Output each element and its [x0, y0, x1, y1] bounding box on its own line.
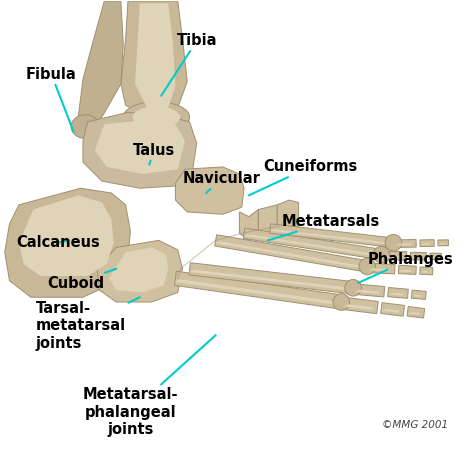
Polygon shape	[270, 224, 394, 248]
Polygon shape	[355, 284, 385, 297]
Polygon shape	[410, 256, 421, 258]
Polygon shape	[388, 293, 403, 296]
Polygon shape	[381, 303, 404, 316]
Polygon shape	[121, 1, 187, 115]
Polygon shape	[355, 290, 380, 294]
Polygon shape	[395, 244, 411, 246]
Ellipse shape	[133, 107, 180, 128]
Polygon shape	[175, 279, 337, 305]
Text: Phalanges: Phalanges	[358, 252, 453, 283]
Polygon shape	[419, 267, 433, 275]
Polygon shape	[420, 271, 428, 273]
Ellipse shape	[385, 235, 401, 251]
Polygon shape	[420, 243, 429, 245]
Polygon shape	[381, 309, 399, 313]
Polygon shape	[244, 234, 377, 257]
Text: ©MMG 2001: ©MMG 2001	[382, 420, 448, 430]
Polygon shape	[420, 239, 434, 247]
Polygon shape	[369, 268, 390, 271]
Polygon shape	[388, 288, 408, 298]
Polygon shape	[343, 298, 378, 314]
Polygon shape	[5, 188, 130, 297]
Ellipse shape	[359, 258, 375, 275]
Polygon shape	[243, 228, 383, 260]
Polygon shape	[383, 256, 402, 258]
Polygon shape	[277, 200, 299, 231]
Polygon shape	[438, 243, 444, 244]
Polygon shape	[189, 263, 354, 294]
Polygon shape	[407, 312, 419, 315]
Text: Metatarsal-
phalangeal
joints: Metatarsal- phalangeal joints	[82, 335, 216, 437]
Polygon shape	[398, 265, 416, 275]
Polygon shape	[215, 235, 368, 272]
Polygon shape	[19, 195, 114, 276]
Polygon shape	[343, 304, 373, 310]
Polygon shape	[258, 205, 277, 236]
Polygon shape	[430, 257, 437, 258]
Polygon shape	[97, 240, 182, 302]
Polygon shape	[368, 263, 395, 274]
Polygon shape	[78, 1, 123, 124]
Polygon shape	[189, 270, 348, 290]
Polygon shape	[411, 295, 421, 297]
Polygon shape	[383, 251, 407, 260]
Polygon shape	[430, 253, 441, 260]
Text: Tibia: Tibia	[161, 33, 217, 96]
Polygon shape	[215, 241, 363, 268]
Polygon shape	[95, 119, 185, 174]
Polygon shape	[438, 240, 448, 246]
Text: Talus: Talus	[133, 143, 175, 165]
Text: Tarsal-
metatarsal
joints: Tarsal- metatarsal joints	[36, 297, 140, 351]
Polygon shape	[135, 3, 175, 108]
Text: Fibula: Fibula	[26, 67, 77, 131]
Ellipse shape	[71, 115, 100, 139]
Polygon shape	[175, 167, 244, 214]
Ellipse shape	[374, 246, 390, 263]
Polygon shape	[410, 252, 426, 260]
Text: Cuboid: Cuboid	[47, 269, 116, 290]
Polygon shape	[239, 209, 258, 240]
Polygon shape	[395, 239, 416, 248]
Ellipse shape	[123, 102, 190, 132]
Polygon shape	[174, 271, 342, 309]
Ellipse shape	[345, 279, 361, 296]
Text: Metatarsals: Metatarsals	[268, 214, 380, 240]
Polygon shape	[407, 307, 425, 318]
Text: Navicular: Navicular	[182, 171, 260, 193]
Polygon shape	[399, 270, 411, 272]
Polygon shape	[270, 229, 389, 245]
Text: Cuneiforms: Cuneiforms	[249, 159, 357, 195]
Text: Calcaneus: Calcaneus	[17, 235, 100, 250]
Polygon shape	[83, 112, 197, 188]
Polygon shape	[109, 248, 168, 293]
Ellipse shape	[333, 294, 349, 310]
Polygon shape	[411, 290, 426, 299]
